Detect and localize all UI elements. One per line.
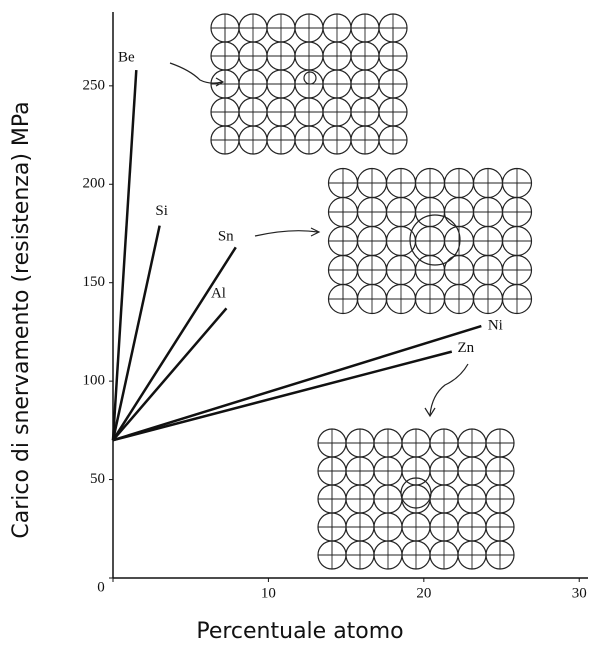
series-line: [113, 352, 452, 441]
y-tick-label: 250: [83, 77, 106, 93]
arrows: [170, 63, 468, 416]
y-tick-label: 100: [83, 373, 106, 389]
arrow: [170, 63, 222, 83]
series-label: Al: [211, 286, 226, 302]
y-tick-label: 50: [90, 471, 105, 487]
series-line: [113, 308, 226, 440]
x-tick-label: 20: [416, 585, 431, 601]
y-tick-label: 150: [83, 274, 106, 290]
series-label: Zn: [457, 340, 474, 356]
series-label: Be: [118, 50, 135, 66]
series-label: Si: [155, 203, 168, 219]
x-tick-label: 10: [261, 585, 276, 601]
chart: Percentuale atomo Carico di snervamento …: [0, 0, 595, 650]
series-label: Ni: [488, 317, 503, 333]
lattice-illustrations: [211, 14, 532, 569]
x-tick-label: 30: [572, 585, 587, 601]
y-axis-title: Carico di snervamento (resistenza) MPa: [9, 101, 34, 538]
series-line: [113, 326, 481, 440]
y-tick-label: 200: [83, 176, 106, 192]
arrow: [255, 231, 318, 236]
solute-atom: [304, 72, 316, 84]
series-line: [113, 247, 236, 440]
x-axis-title: Percentuale atomo: [196, 619, 403, 644]
series-label: Sn: [218, 229, 234, 245]
solute-atom: [410, 215, 460, 265]
x-tick-label: 0: [97, 579, 105, 595]
arrow: [430, 364, 468, 415]
